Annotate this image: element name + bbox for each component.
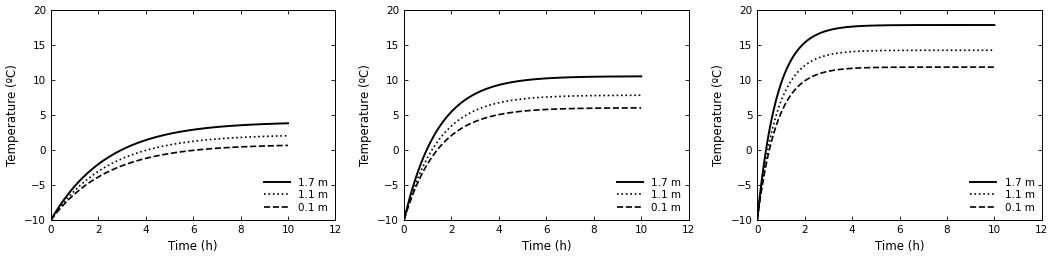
- X-axis label: Time (h): Time (h): [522, 240, 571, 254]
- Y-axis label: Temperature (ºC): Temperature (ºC): [711, 64, 725, 166]
- Legend: 1.7 m, 1.1 m, 0.1 m: 1.7 m, 1.1 m, 0.1 m: [968, 175, 1037, 215]
- Legend: 1.7 m, 1.1 m, 0.1 m: 1.7 m, 1.1 m, 0.1 m: [614, 175, 683, 215]
- Y-axis label: Temperature (ºC): Temperature (ºC): [358, 64, 372, 166]
- X-axis label: Time (h): Time (h): [875, 240, 924, 254]
- Legend: 1.7 m, 1.1 m, 0.1 m: 1.7 m, 1.1 m, 0.1 m: [261, 175, 330, 215]
- X-axis label: Time (h): Time (h): [169, 240, 218, 254]
- Y-axis label: Temperature (ºC): Temperature (ºC): [5, 64, 19, 166]
